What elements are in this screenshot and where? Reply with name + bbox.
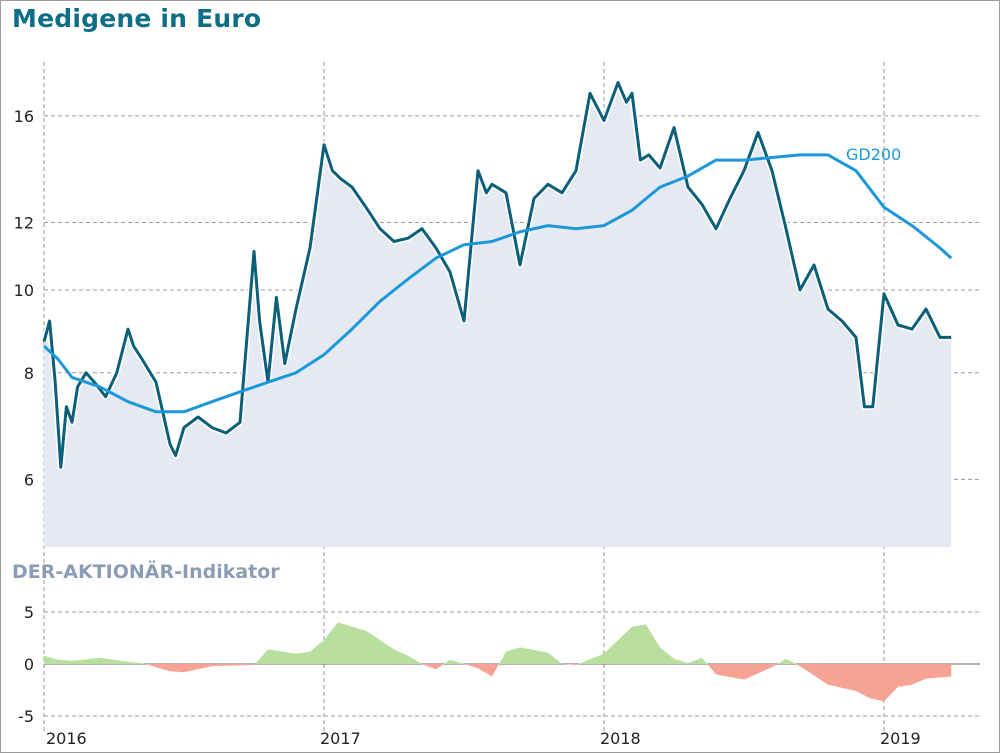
indicator-title: DER-AKTIONÄR-Indikator xyxy=(12,561,280,583)
gd200-label: GD200 xyxy=(846,145,901,164)
indicator-positive-area xyxy=(44,622,952,664)
x-tick-label-2019: 2019 xyxy=(880,729,921,748)
indicator-y-tick-label--5: -5 xyxy=(18,707,34,726)
x-tick-label-2017: 2017 xyxy=(320,729,361,748)
tick-layer: 6 8 10 12 16 2016 2017 2018 2019 -5 0 5 xyxy=(14,107,921,748)
price-line xyxy=(42,81,952,469)
indicator-y-tick-label-5: 5 xyxy=(24,603,34,622)
price-layer xyxy=(41,79,953,547)
indicator-negative-area xyxy=(44,664,952,702)
chart-title: Medigene in Euro xyxy=(12,4,262,33)
y-tick-label-8: 8 xyxy=(24,364,34,383)
y-tick-label-16: 16 xyxy=(14,107,34,126)
y-tick-label-10: 10 xyxy=(14,281,34,300)
gd200-line xyxy=(42,153,953,414)
x-tick-label-2018: 2018 xyxy=(600,729,641,748)
x-tick-label-2016: 2016 xyxy=(46,729,87,748)
y-tick-label-6: 6 xyxy=(24,470,34,489)
indicator-layer xyxy=(44,622,952,702)
indicator-y-tick-label-0: 0 xyxy=(24,655,34,674)
y-tick-label-12: 12 xyxy=(14,213,34,232)
price-area xyxy=(44,82,952,547)
